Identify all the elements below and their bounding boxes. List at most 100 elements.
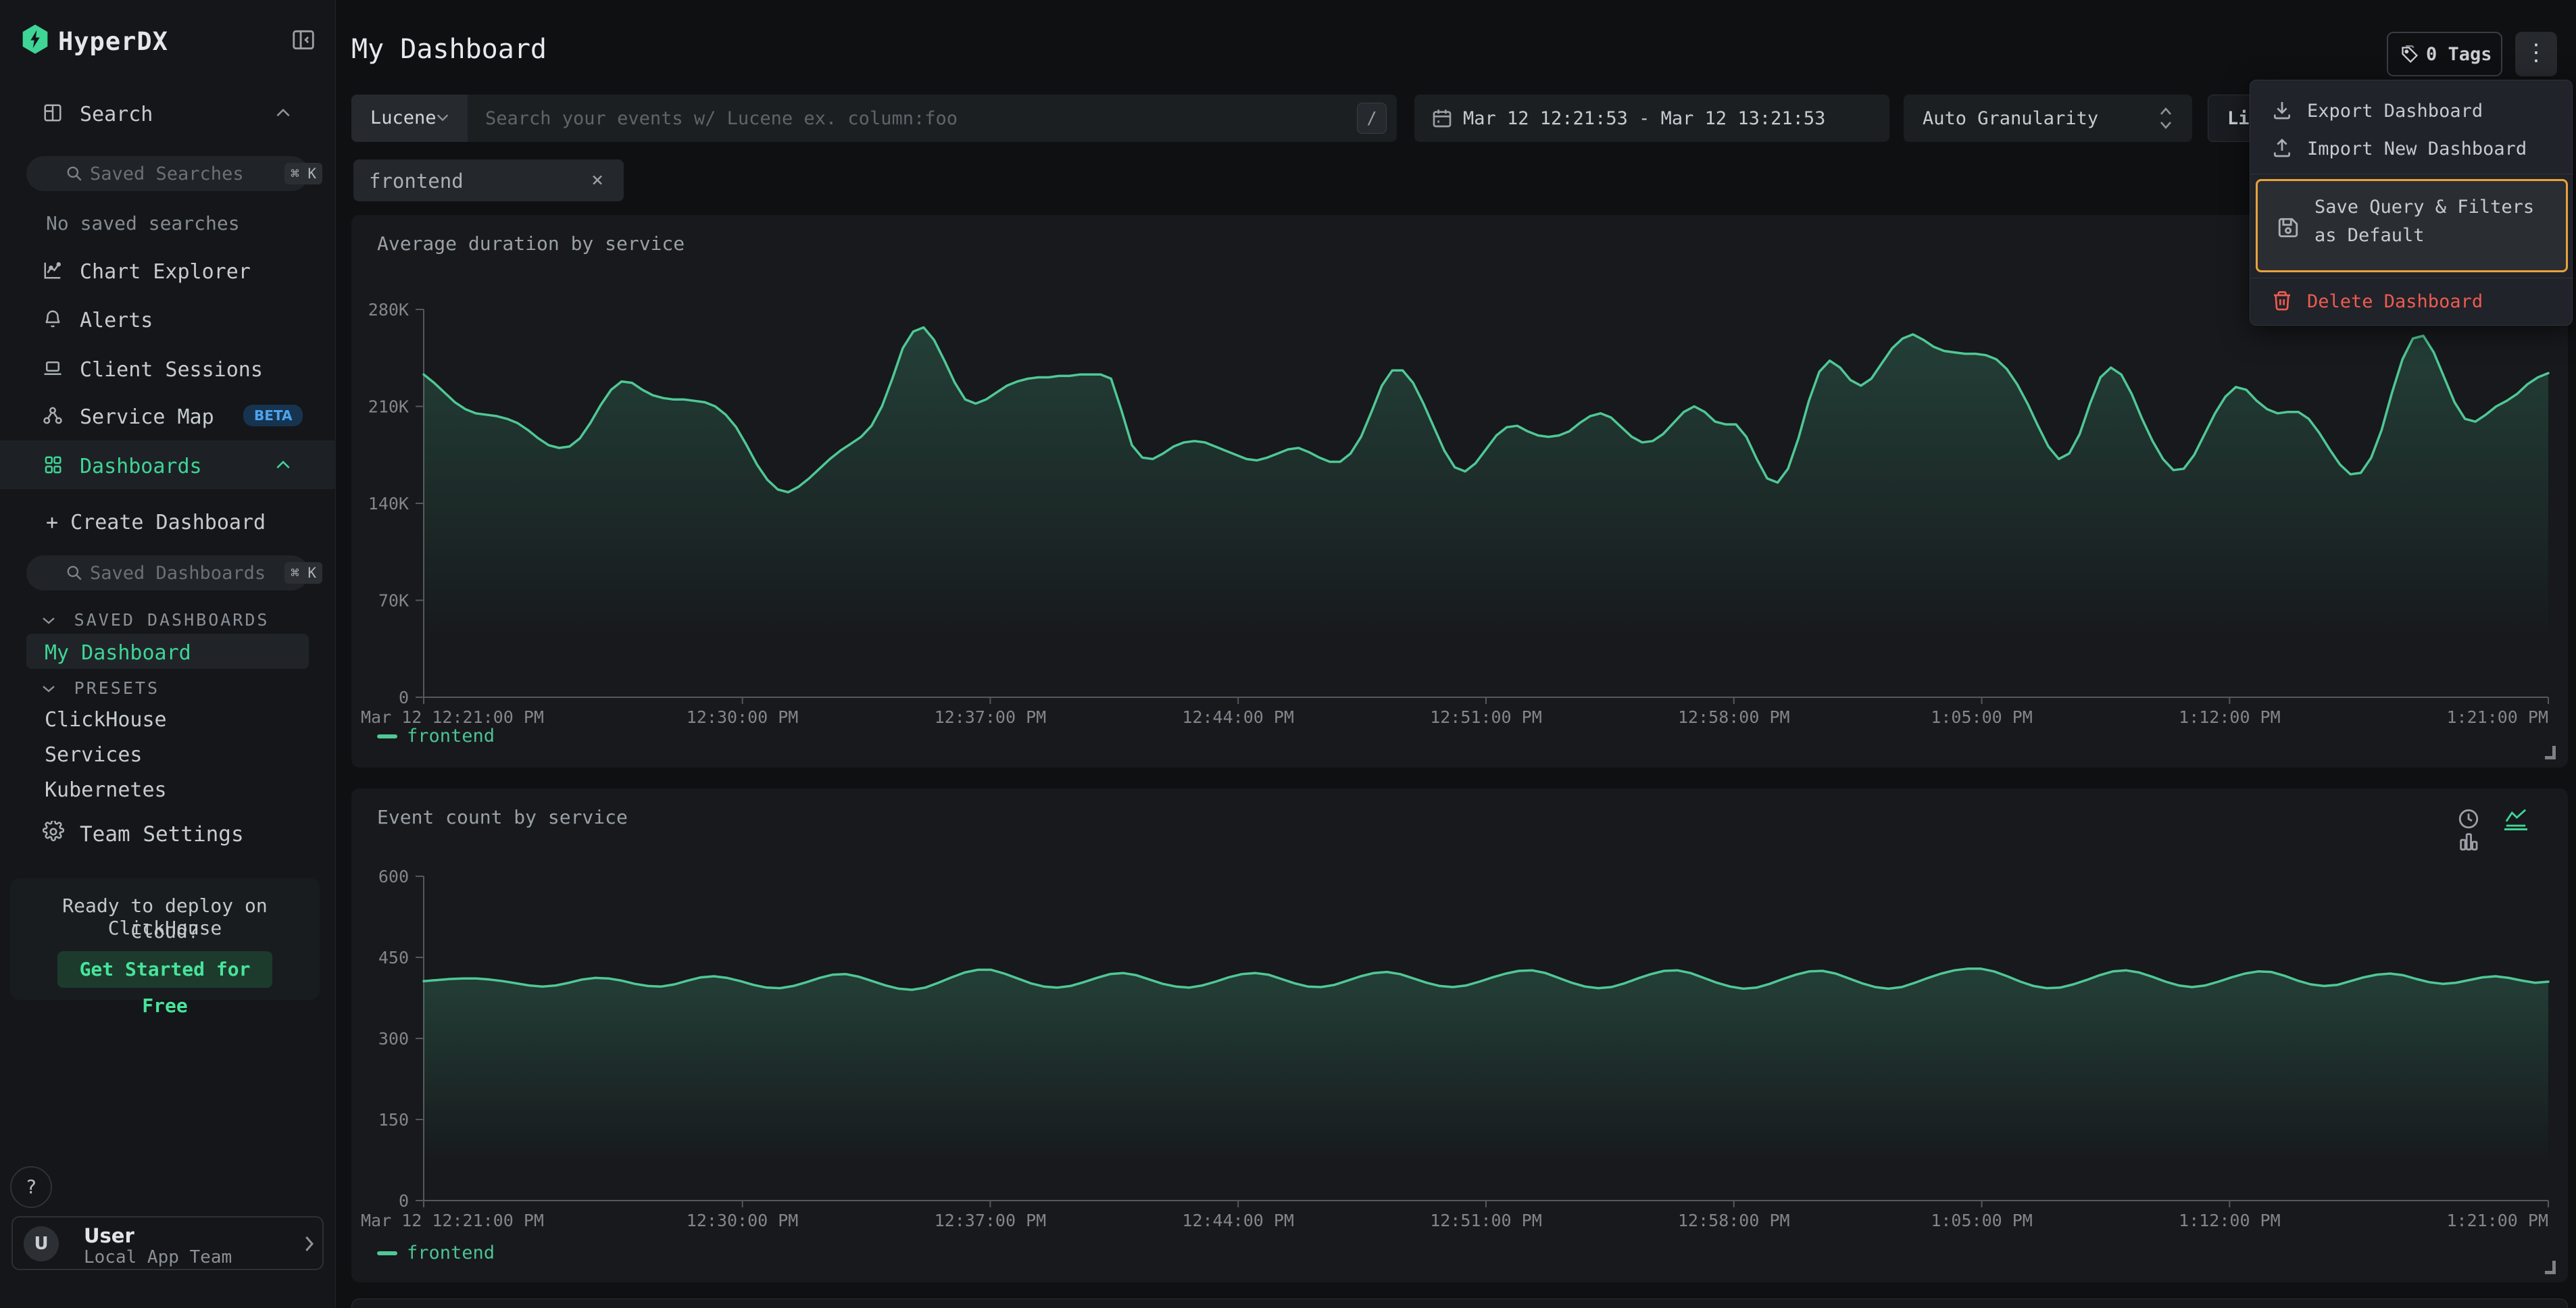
preset-clickhouse[interactable]: ClickHouse: [45, 708, 167, 732]
event-search-bar: Lucene Search your events w/ Lucene ex. …: [351, 95, 1397, 142]
chevron-down-icon: [41, 614, 57, 626]
sidebar-item-chart-explorer[interactable]: Chart Explorer: [0, 249, 336, 292]
next-panel-edge: [351, 1299, 2568, 1308]
x-tick-label: 12:44:00 PM: [1182, 1211, 1294, 1230]
x-tick-label: 12:58:00 PM: [1678, 707, 1790, 727]
user-name: User: [84, 1224, 134, 1247]
y-tick-label: 450: [378, 948, 409, 967]
menu-item-save-query-default[interactable]: Save Query & Filters as Default: [2256, 179, 2568, 272]
bell-icon: [43, 309, 63, 329]
live-tail-label: Li: [2227, 108, 2250, 129]
menu-item-label: Delete Dashboard: [2307, 291, 2483, 312]
sidebar-item-label: Alerts: [80, 309, 153, 332]
saved-dashboards-input[interactable]: [90, 561, 272, 585]
collapse-sidebar-icon[interactable]: [291, 27, 318, 54]
close-icon[interactable]: ×: [591, 168, 604, 192]
series-area: [424, 327, 2548, 698]
section-label: SAVED DASHBOARDS: [74, 610, 270, 630]
legend-label: frontend: [407, 1242, 495, 1263]
x-tick-label: 1:12:00 PM: [2179, 1211, 2281, 1230]
x-tick-label: 12:44:00 PM: [1182, 707, 1294, 727]
clickhouse-promo-card: Ready to deploy on ClickHouse Cloud? Get…: [10, 878, 320, 1017]
x-tick-label: 12:51:00 PM: [1430, 1211, 1542, 1230]
sidebar-item-search[interactable]: Search: [0, 91, 336, 134]
y-tick-label: 600: [378, 867, 409, 886]
saved-dashboards-search[interactable]: ⌘ K: [26, 555, 322, 590]
sidebar-item-label: Chart Explorer: [80, 260, 251, 284]
help-button[interactable]: ?: [10, 1166, 52, 1208]
time-range-icon[interactable]: [2457, 807, 2480, 830]
sidebar-item-label: Dashboards: [80, 455, 202, 478]
dashboard-options-button[interactable]: ⋮: [2515, 32, 2557, 76]
trash-icon: [2271, 290, 2293, 311]
x-tick-label: 12:37:00 PM: [935, 1211, 1047, 1230]
preset-kubernetes[interactable]: Kubernetes: [45, 778, 167, 802]
no-saved-searches-note: No saved searches: [46, 212, 240, 234]
legend-dash-icon: [377, 734, 397, 738]
avg-duration-chart: 0 70K 140K 210K 280K Mar 12 12:21:00 PM 12:30:…: [361, 300, 2550, 727]
series-line-frontend: [422, 967, 2550, 991]
menu-item-export-dashboard[interactable]: Export Dashboard: [2250, 91, 2573, 129]
tags-button[interactable]: 0 Tags: [2387, 32, 2502, 76]
tags-button-label: 0 Tags: [2426, 44, 2492, 65]
sidebar-item-label: Client Sessions: [80, 358, 263, 382]
x-tick-label: 12:51:00 PM: [1430, 707, 1542, 727]
menu-item-import-dashboard[interactable]: Import New Dashboard: [2250, 129, 2573, 167]
x-tick-label: 12:58:00 PM: [1678, 1211, 1790, 1230]
sidebar-item-client-sessions[interactable]: Client Sessions: [0, 347, 336, 390]
x-tick-label: 1:12:00 PM: [2179, 707, 2281, 727]
calendar-icon: [1431, 107, 1453, 129]
search-icon: [66, 165, 83, 182]
chart-legend[interactable]: frontend: [377, 726, 495, 747]
sidebar-item-label: Service Map: [80, 405, 214, 429]
promo-text-line1: Ready to deploy on ClickHouse: [62, 895, 268, 939]
date-range-value: Mar 12 12:21:53 - Mar 12 13:21:53: [1463, 108, 1826, 129]
bar-chart-view-icon[interactable]: [2457, 830, 2480, 853]
page-title: My Dashboard: [351, 34, 547, 65]
saved-dashboard-my-dashboard[interactable]: My Dashboard: [26, 634, 309, 669]
save-icon: [2277, 216, 2298, 238]
filter-chip-frontend[interactable]: frontend ×: [353, 159, 624, 201]
sidebar-item-alerts[interactable]: Alerts: [0, 297, 336, 341]
menu-item-delete-dashboard[interactable]: Delete Dashboard: [2250, 282, 2573, 320]
query-language-select[interactable]: Lucene: [351, 95, 468, 142]
download-icon: [2271, 99, 2293, 121]
x-tick-label: 1:05:00 PM: [1931, 707, 2033, 727]
promo-text-line2: Cloud?: [130, 920, 199, 942]
get-started-button[interactable]: Get Started for Free: [57, 951, 272, 1017]
section-saved-dashboards[interactable]: SAVED DASHBOARDS: [41, 610, 269, 630]
granularity-select[interactable]: Auto Granularity: [1904, 95, 2192, 142]
x-tick-label: 12:37:00 PM: [935, 707, 1047, 727]
user-menu[interactable]: U User Local App Team: [11, 1216, 324, 1270]
chevron-down-icon: [41, 682, 57, 695]
chevron-up-icon: [274, 458, 292, 472]
chart-legend[interactable]: frontend: [377, 1242, 495, 1263]
tag-icon: [2400, 45, 2419, 64]
y-tick-label: 0: [399, 688, 409, 707]
dashboards-grid-icon: [43, 455, 63, 475]
sidebar-item-service-map[interactable]: Service Map BETA: [0, 394, 336, 437]
y-tick-label: 140K: [368, 494, 409, 513]
create-dashboard-button[interactable]: + Create Dashboard: [46, 511, 266, 534]
line-chart-view-icon[interactable]: [2504, 807, 2527, 830]
sidebar-item-label: Search: [80, 103, 153, 126]
y-tick-label: 70K: [378, 591, 409, 611]
saved-searches-input[interactable]: [90, 161, 272, 186]
avatar: U: [24, 1226, 59, 1261]
panel-resize-handle[interactable]: [2545, 1261, 2556, 1274]
saved-searches-search[interactable]: ⌘ K: [26, 156, 322, 191]
section-label: PRESETS: [74, 678, 159, 698]
event-search-input[interactable]: Search your events w/ Lucene ex. column:…: [485, 108, 958, 129]
section-presets[interactable]: PRESETS: [41, 678, 159, 698]
hyperdx-logo-icon: [22, 24, 49, 54]
shortcut-badge: ⌘ K: [284, 562, 322, 584]
date-range-picker[interactable]: Mar 12 12:21:53 - Mar 12 13:21:53: [1414, 95, 1889, 142]
y-tick-label: 280K: [368, 300, 409, 320]
panel-resize-handle[interactable]: [2545, 746, 2556, 759]
shortcut-badge: ⌘ K: [284, 163, 322, 184]
preset-services[interactable]: Services: [45, 743, 143, 767]
sidebar-item-team-settings[interactable]: Team Settings: [0, 811, 336, 854]
sidebar-item-dashboards[interactable]: Dashboards: [0, 441, 336, 489]
chart-title: Event count by service: [377, 806, 628, 828]
service-map-icon: [43, 405, 63, 426]
